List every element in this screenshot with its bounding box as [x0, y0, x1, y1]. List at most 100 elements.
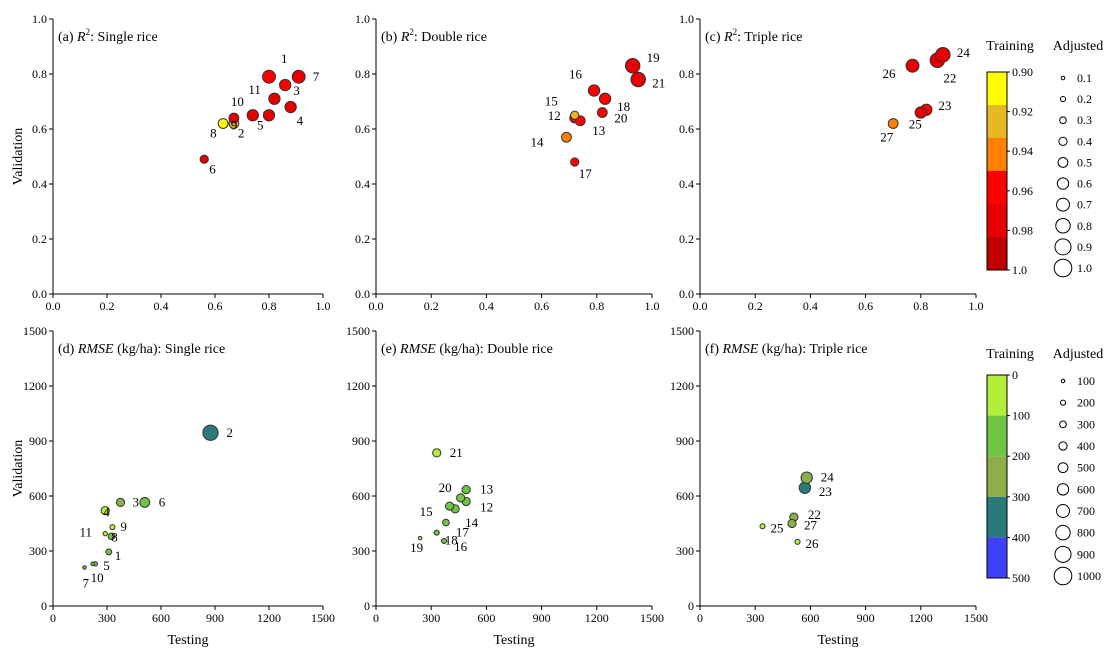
legend-adjusted-title: Adjusted	[1053, 39, 1104, 54]
colorbar-tick-label: 0	[1012, 368, 1018, 382]
size-legend-label: 0.8	[1077, 219, 1092, 233]
y-tick-label: 1200	[346, 379, 370, 393]
panel-title-metric: RMSE	[722, 342, 759, 357]
point-11	[107, 532, 116, 541]
x-tick-label: 0.6	[534, 299, 549, 313]
y-tick-label: 0.6	[355, 122, 370, 136]
y-tick-label: 0.0	[679, 287, 694, 301]
x-tick-label: 0.8	[262, 299, 277, 313]
point-3	[279, 78, 292, 92]
colorbar-segment	[987, 375, 1007, 416]
panel-title-suffix: : Double rice	[414, 30, 487, 45]
panel-title-superscript: 2	[733, 27, 738, 37]
point-label: 4	[297, 113, 304, 128]
panel-title-prefix: (f)	[705, 342, 723, 357]
point-label: 15	[420, 504, 433, 519]
point-label: 20	[614, 111, 627, 126]
panel-title-superscript: 2	[409, 27, 414, 37]
colorbar-tick-label: 100	[1012, 409, 1030, 423]
point-label: 6	[209, 161, 216, 176]
colorbar-segment	[987, 138, 1007, 171]
size-legend-circle	[1055, 218, 1071, 234]
size-legend-label: 0.2	[1077, 92, 1092, 106]
point-21	[630, 71, 646, 88]
colorbar-segment	[987, 72, 1007, 105]
x-tick-label: 0.0	[693, 299, 708, 313]
panel-b: 0.0 0.2 0.4 0.6 0.8 1.0 0.0 0.2 0.4 0.6 0.8 1.0 (b) …	[355, 12, 665, 313]
panel-title: (a) R2: Single rice	[58, 27, 158, 45]
panel-title-metric: R	[400, 30, 410, 45]
point-label: 25	[909, 117, 922, 132]
colorbar-frame	[986, 374, 1008, 579]
point-label: 21	[652, 76, 665, 91]
point-24	[800, 471, 813, 484]
point-label: 2	[238, 126, 245, 141]
point-27	[887, 118, 899, 129]
x-tick-label: 0	[697, 611, 703, 625]
point-19	[624, 58, 641, 74]
size-legend-circle	[1060, 75, 1066, 81]
point-10	[90, 561, 95, 567]
point-label: 19	[647, 50, 660, 65]
size-legend-label: 1.0	[1077, 261, 1092, 275]
colorbar-frame	[986, 71, 1008, 271]
point-label: 27	[804, 518, 818, 533]
panel-title-metric: RMSE	[399, 342, 436, 357]
point-label: 17	[456, 525, 470, 540]
y-tick-label: 0.8	[679, 67, 694, 81]
point-label: 1	[281, 51, 288, 66]
size-legend-label: 500	[1077, 461, 1095, 475]
point-label: 21	[450, 445, 463, 460]
y-tick-label: 0.8	[32, 67, 47, 81]
y-tick-label: 1.0	[679, 12, 694, 26]
y-tick-label: 0.2	[32, 232, 47, 246]
x-tick-label: 1.0	[316, 299, 331, 313]
y-tick-label: 1200	[23, 379, 47, 393]
panel-title: (c) R2: Triple rice	[705, 27, 802, 45]
point-26	[905, 58, 920, 73]
x-axis-label: Testing	[167, 633, 208, 648]
size-legend-circle	[1053, 566, 1073, 586]
y-tick-label: 300	[29, 544, 47, 558]
panel-f: 0 300 600 900 1200 1500 0 300 600 900 1200 1500 (f) …	[670, 324, 988, 648]
point-label: 26	[883, 66, 897, 81]
size-legend-label: 0.1	[1077, 71, 1092, 85]
colorbar-tick-label: 0.94	[1012, 144, 1033, 158]
x-tick-label: 600	[801, 611, 819, 625]
colorbar-segment	[987, 456, 1007, 497]
point-11	[268, 92, 281, 105]
x-tick-label: 0	[50, 611, 56, 625]
size-legend-circle	[1059, 96, 1067, 103]
y-tick-label: 1500	[23, 324, 47, 338]
point-16	[587, 84, 601, 97]
x-tick-label: 0.4	[803, 299, 818, 313]
point-label: 15	[545, 93, 558, 108]
point-5	[262, 109, 276, 122]
size-legend-circle	[1056, 483, 1070, 496]
point-label: 25	[771, 520, 784, 535]
point-label: 11	[248, 82, 261, 97]
x-tick-label: 0.2	[748, 299, 763, 313]
point-label: 2	[227, 425, 234, 440]
y-tick-label: 1500	[346, 324, 370, 338]
point-label: 16	[569, 67, 583, 82]
y-tick-label: 0	[688, 599, 694, 613]
y-tick-label: 1200	[670, 379, 694, 393]
panel-title-prefix: (a)	[58, 30, 77, 45]
x-tick-label: 1500	[640, 611, 664, 625]
point-label: 13	[480, 482, 493, 497]
x-tick-label: 0	[373, 611, 379, 625]
colorbar-tick-label: 300	[1012, 490, 1030, 504]
y-tick-label: 0.6	[32, 122, 47, 136]
panel-a: 0.0 0.2 0.4 0.6 0.8 1.0 0.0 0.2 0.4 0.6 0.8 1.0 (a) …	[11, 12, 331, 313]
point-label: 18	[445, 533, 458, 548]
point-25	[914, 106, 927, 119]
size-legend-circle	[1056, 504, 1070, 518]
size-legend-label: 300	[1077, 417, 1095, 431]
point-8	[217, 118, 229, 129]
size-legend-circle	[1056, 197, 1070, 212]
point-label: 24	[821, 470, 835, 485]
size-legend-circle	[1055, 524, 1071, 541]
panel-title-prefix: (e)	[381, 342, 400, 357]
point-21	[432, 448, 442, 458]
